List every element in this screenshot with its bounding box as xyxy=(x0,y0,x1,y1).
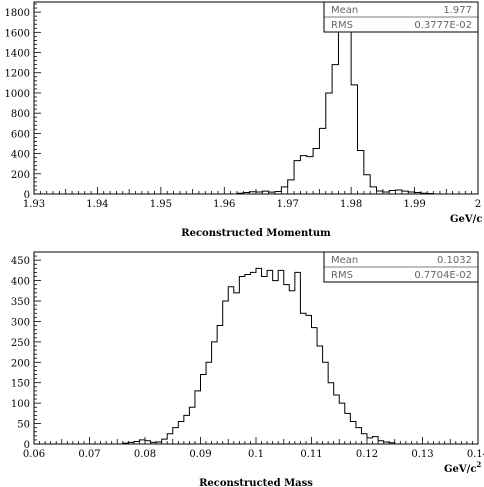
momentum-x-tick-label: 1.93 xyxy=(23,199,45,210)
momentum-y-tick-label: 800 xyxy=(11,109,30,120)
mass-x-tick-label: 0.07 xyxy=(78,449,100,460)
mass-x-tick-label: 0.11 xyxy=(300,449,322,460)
momentum-x-unit: GeV/c xyxy=(450,214,482,225)
momentum-x-tick-label: 1.94 xyxy=(86,199,108,210)
momentum-y-tick-label: 1600 xyxy=(5,28,30,39)
mass-rms-label: RMS xyxy=(331,270,353,281)
mass-y-tick-label: 350 xyxy=(11,297,30,308)
momentum-x-tick-label: 2 xyxy=(475,199,481,210)
momentum-y-tick-label: 400 xyxy=(11,150,30,161)
momentum-histogram-panel: 1.931.941.951.961.971.981.9922.0 0200400… xyxy=(5,1,482,239)
mass-x-tick-label: 0.1 xyxy=(248,449,264,460)
momentum-x-tick-label: 1.96 xyxy=(213,199,235,210)
mass-y-tick-label: 150 xyxy=(11,379,30,390)
momentum-x-axis-title: Reconstructed Momentum xyxy=(181,228,331,239)
mass-y-tick-label: 0 xyxy=(24,440,30,451)
momentum-x-tick-label: 1.99 xyxy=(403,199,425,210)
mass-x-tick-label: 0.06 xyxy=(23,449,45,460)
mass-x-tick-label: 0.08 xyxy=(134,449,156,460)
momentum-x-ticks: 1.931.941.951.961.971.981.9922.0 xyxy=(23,187,481,210)
momentum-rms-label: RMS xyxy=(331,20,353,31)
mass-x-axis-title: Reconstructed Mass xyxy=(199,478,313,487)
momentum-y-tick-label: 0 xyxy=(24,190,30,201)
mass-x-ticks: 0.06 0.07 0.08 0.09 0.1 0.11 0.12 0.13 0.14 xyxy=(23,437,484,460)
mass-x-unit-sup: 2 xyxy=(476,460,481,469)
momentum-x-tick-label: 1.98 xyxy=(340,199,362,210)
momentum-y-tick-label: 200 xyxy=(11,170,30,181)
mass-mean-label: Mean xyxy=(331,255,358,266)
momentum-mean-value: 1.977 xyxy=(443,5,472,16)
mass-y-tick-label: 100 xyxy=(11,399,30,410)
mass-x-tick-label: 0.12 xyxy=(356,449,378,460)
mass-histogram-panel: 0.06 0.07 0.08 0.09 0.1 0.11 0.12 0.13 0.14 0 50 1… xyxy=(11,251,484,487)
mass-histogram-line xyxy=(34,267,478,445)
momentum-histogram-line xyxy=(34,15,478,195)
mass-stats-box: Mean 0.1032 RMS 0.7704E-02 xyxy=(323,251,479,283)
momentum-stats-box: Mean 1.977 RMS 0.3777E-02 xyxy=(323,1,479,33)
mass-x-tick-label: 0.13 xyxy=(411,449,433,460)
momentum-y-tick-label: 1200 xyxy=(5,69,30,80)
momentum-x-tick-label: 1.97 xyxy=(277,199,299,210)
momentum-mean-label: Mean xyxy=(331,5,358,16)
mass-rms-value: 0.7704E-02 xyxy=(414,270,472,281)
momentum-y-tick-label: 1000 xyxy=(5,89,30,100)
momentum-y-tick-label: 1800 xyxy=(5,8,30,19)
momentum-y-tick-label: 600 xyxy=(11,129,30,140)
mass-y-tick-label: 400 xyxy=(11,277,30,288)
mass-y-tick-label: 50 xyxy=(17,420,30,431)
mass-mean-value: 0.1032 xyxy=(437,255,472,266)
mass-y-tick-label: 250 xyxy=(11,338,30,349)
momentum-y-ticks: 0 200 400 600 800 1000 1200 1400 1600 1800 xyxy=(5,3,41,201)
mass-y-ticks: 0 50 100 150 200 250 300 350 400 450 xyxy=(11,251,41,451)
mass-x-unit-base: GeV/c xyxy=(444,464,476,475)
mass-y-tick-label: 300 xyxy=(11,317,30,328)
mass-y-tick-label: 450 xyxy=(11,256,30,267)
momentum-rms-value: 0.3777E-02 xyxy=(414,20,472,31)
mass-y-tick-label: 200 xyxy=(11,358,30,369)
momentum-y-tick-label: 1400 xyxy=(5,49,30,60)
momentum-x-tick-label: 1.95 xyxy=(150,199,172,210)
mass-x-unit: GeV/c2 xyxy=(444,460,481,475)
mass-x-tick-label: 0.14 xyxy=(467,449,484,460)
mass-x-tick-label: 0.09 xyxy=(189,449,211,460)
